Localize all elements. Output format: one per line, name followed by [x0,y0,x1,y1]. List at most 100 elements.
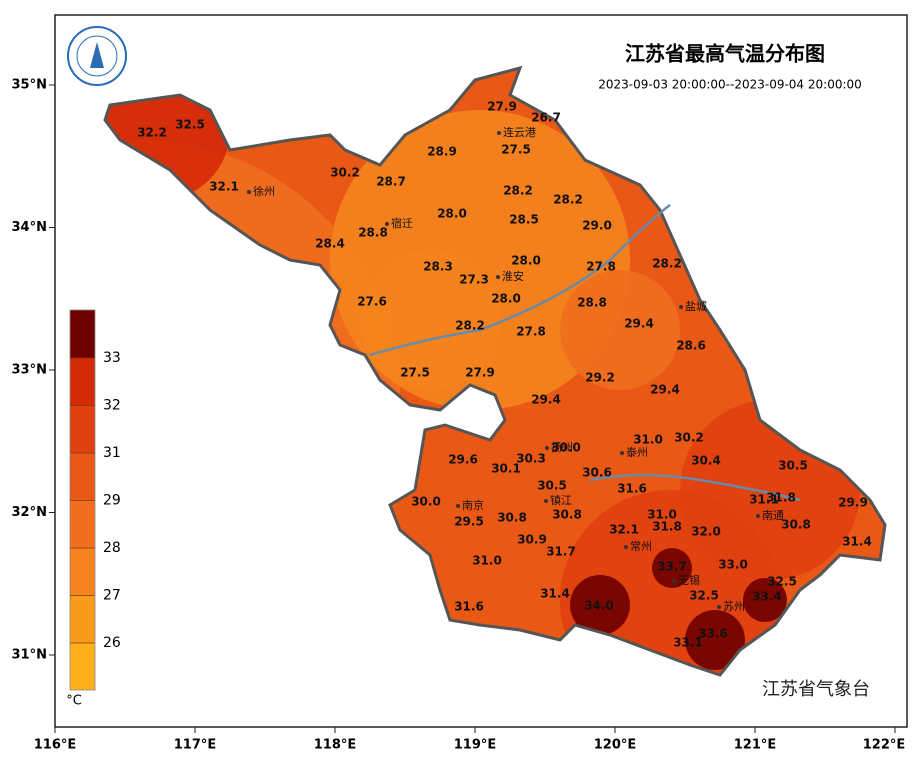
logo [67,26,127,86]
station-value: 29.0 [582,219,612,233]
title: 江苏省最高气温分布图 [625,42,825,66]
station-value: 34.0 [584,599,614,613]
city-name: 无锡 [678,573,700,587]
city-name: 连云港 [503,126,536,139]
fill-region [360,250,500,390]
station-value: 29.9 [838,496,868,510]
station-value: 27.5 [400,366,430,380]
station-value: 30.0 [411,495,441,509]
fill-region [685,610,745,670]
city-name: 南京 [462,498,484,512]
station-value: 33.0 [718,558,748,572]
station-value: 32.1 [209,180,239,194]
legend-label: 32 [103,398,121,414]
legend-label: 33 [103,350,121,366]
station-value: 33.6 [698,627,728,641]
station-value: 32.5 [767,575,797,589]
legend-label: 27 [103,588,121,604]
city-dot [544,499,548,503]
station-value: 30.8 [552,508,582,522]
station-value: 29.4 [624,317,654,331]
city-dot [672,579,676,583]
station-value: 28.2 [652,257,682,271]
y-tick-label: 32°N [12,505,47,520]
x-tick-label: 117°E [174,738,217,753]
station-value: 29.4 [531,393,561,407]
station-value: 31.7 [546,545,576,559]
city-name: 扬州 [551,440,573,454]
x-tick-label: 119°E [454,738,497,753]
city-name: 常州 [630,540,652,553]
station-value: 31.1 [749,493,779,507]
agency: 江苏省气象台 [762,679,870,700]
city-dot [385,222,389,226]
station-value: 27.6 [357,295,387,309]
y-tick-label: 35°N [12,78,47,93]
station-value: 30.5 [537,479,567,493]
station-value: 27.8 [516,325,546,339]
station-value: 30.4 [691,454,721,468]
station-value: 28.2 [455,319,485,333]
station-value: 31.6 [454,600,484,614]
city-dot [545,446,549,450]
city-name: 苏州 [723,600,745,613]
legend-unit: °C [66,694,82,709]
fill-region [652,548,692,588]
station-value: 29.4 [650,383,680,397]
legend-swatch [70,548,95,596]
subtitle: 2023-09-03 20:00:00--2023-09-04 20:00:00 [598,78,862,92]
fill-region [743,578,787,622]
legend-label: 29 [103,493,121,509]
station-value: 30.5 [778,459,808,473]
legend-label: 26 [103,635,121,651]
fill-region [570,575,630,635]
city-dot [456,504,460,508]
station-value: 27.9 [465,366,495,380]
station-value: 31.4 [842,535,872,549]
city-dot [756,514,760,518]
station-value: 28.2 [553,193,583,207]
city-name: 盐城 [685,300,707,313]
city-name: 泰州 [626,445,648,459]
station-value: 31.0 [633,433,663,447]
legend-swatch [70,595,95,643]
station-value: 28.0 [491,292,521,306]
legend-swatch [70,500,95,548]
city-dot [717,605,721,609]
y-tick-label: 33°N [12,363,47,378]
station-value: 29.2 [585,371,615,385]
station-value: 31.8 [652,520,682,534]
station-value: 31.4 [540,587,570,601]
river [369,204,801,502]
x-tick-label: 120°E [594,738,637,753]
station-value: 30.2 [330,166,360,180]
station-value: 32.2 [137,126,167,140]
legend-swatch [70,310,95,358]
station-value: 28.8 [577,296,607,310]
station-value: 29.5 [454,515,484,529]
fill-region [560,270,680,390]
station-value: 29.6 [448,453,478,467]
station-value: 32.0 [691,525,721,539]
station-value: 33.1 [673,636,703,650]
city-dot [497,131,501,135]
x-tick-label: 118°E [314,738,357,753]
station-value: 33.7 [657,560,687,574]
station-value: 30.2 [674,431,704,445]
station-value: 26.7 [531,111,561,125]
x-tick-label: 122°E [863,738,906,753]
legend-swatch [70,358,95,406]
city-name: 宿迁 [391,216,413,230]
legend-label: 31 [103,445,121,461]
station-value: 27.9 [487,100,517,114]
station-value: 28.0 [437,207,467,221]
city-dot [624,545,628,549]
x-tick-label: 116°E [34,738,77,753]
station-value: 32.5 [689,589,719,603]
station-value: 28.8 [358,226,388,240]
legend-swatch [70,453,95,501]
city-dot [679,305,683,309]
station-value: 31.0 [647,508,677,522]
